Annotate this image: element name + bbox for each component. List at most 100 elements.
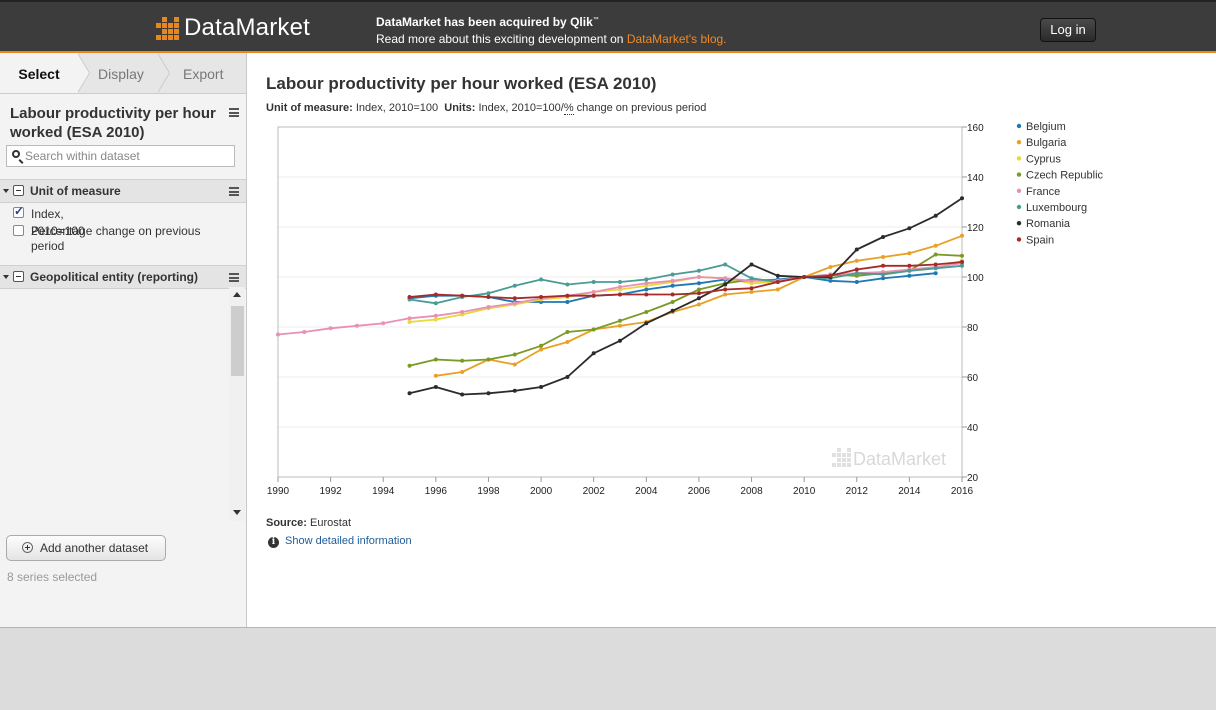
scroll-up-arrow-icon[interactable] — [233, 292, 241, 297]
data-point[interactable] — [933, 266, 938, 271]
data-point[interactable] — [618, 280, 622, 284]
data-point[interactable] — [775, 280, 780, 284]
data-point[interactable] — [407, 316, 412, 321]
data-point[interactable] — [696, 275, 701, 279]
data-point[interactable] — [591, 290, 596, 294]
series-line[interactable] — [409, 197, 963, 396]
dataset-menu-icon[interactable] — [229, 108, 239, 117]
series-spain[interactable] — [407, 260, 964, 301]
data-point[interactable] — [723, 276, 728, 281]
data-point[interactable] — [276, 332, 280, 337]
data-point[interactable] — [696, 268, 701, 273]
data-point[interactable] — [907, 273, 912, 278]
data-point[interactable] — [775, 287, 780, 292]
collapse-triangle-icon[interactable] — [3, 275, 9, 279]
data-point[interactable] — [907, 251, 912, 256]
data-point[interactable] — [486, 357, 491, 362]
data-point[interactable] — [486, 295, 491, 299]
data-point[interactable] — [881, 276, 886, 281]
datamarket-logo[interactable]: DataMarket — [156, 14, 310, 42]
data-point[interactable] — [591, 293, 596, 298]
data-point[interactable] — [723, 287, 728, 292]
data-point[interactable] — [618, 323, 622, 328]
checkbox[interactable] — [13, 225, 24, 236]
data-point[interactable] — [565, 282, 570, 287]
data-point[interactable] — [512, 352, 517, 357]
data-point[interactable] — [486, 305, 491, 309]
data-point[interactable] — [486, 291, 491, 296]
data-point[interactable] — [512, 296, 517, 301]
data-point[interactable] — [670, 300, 675, 304]
data-point[interactable] — [670, 272, 675, 277]
data-point[interactable] — [828, 273, 833, 278]
data-point[interactable] — [433, 301, 438, 306]
data-point[interactable] — [433, 385, 438, 389]
data-point[interactable] — [539, 277, 544, 282]
data-point[interactable] — [670, 283, 675, 288]
data-point[interactable] — [618, 292, 622, 297]
dataset-search-input[interactable]: Search within dataset — [6, 145, 235, 167]
data-point[interactable] — [881, 263, 886, 268]
data-point[interactable] — [565, 375, 570, 379]
legend-item-czech-republic[interactable]: Czech Republic — [1016, 170, 1104, 182]
data-point[interactable] — [933, 252, 938, 257]
data-point[interactable] — [512, 283, 517, 288]
data-point[interactable] — [591, 351, 596, 356]
legend-item-spain[interactable]: Spain — [1016, 234, 1054, 246]
series-czech-republic[interactable] — [407, 252, 964, 368]
tab-export[interactable]: Export — [183, 66, 224, 82]
data-point[interactable] — [749, 290, 754, 294]
data-point[interactable] — [907, 226, 912, 231]
data-point[interactable] — [828, 265, 833, 269]
data-point[interactable] — [696, 287, 701, 292]
collapse-triangle-icon[interactable] — [3, 189, 9, 193]
data-point[interactable] — [854, 271, 859, 276]
data-point[interactable] — [565, 300, 570, 304]
data-point[interactable] — [670, 292, 675, 297]
data-point[interactable] — [433, 357, 438, 362]
data-point[interactable] — [539, 347, 544, 352]
checkbox[interactable] — [13, 204, 24, 218]
legend-item-luxembourg[interactable]: Luxembourg — [1016, 202, 1087, 214]
data-point[interactable] — [618, 285, 622, 289]
data-point[interactable] — [512, 301, 517, 306]
data-point[interactable] — [486, 391, 491, 396]
geo-list-scroll-thumb[interactable] — [231, 306, 244, 376]
login-button[interactable]: Log in — [1040, 18, 1096, 42]
data-point[interactable] — [433, 373, 438, 378]
data-point[interactable] — [644, 287, 649, 292]
data-point[interactable] — [881, 235, 886, 239]
add-dataset-button[interactable]: Add another dataset — [6, 535, 166, 561]
data-point[interactable] — [539, 343, 544, 348]
data-point[interactable] — [354, 323, 359, 328]
data-point[interactable] — [960, 196, 964, 201]
data-point[interactable] — [407, 391, 412, 396]
data-point[interactable] — [565, 340, 570, 344]
data-point[interactable] — [723, 282, 728, 287]
data-point[interactable] — [854, 267, 859, 272]
data-point[interactable] — [460, 370, 465, 374]
data-point[interactable] — [907, 268, 912, 273]
data-point[interactable] — [565, 293, 570, 298]
data-point[interactable] — [749, 262, 754, 267]
data-point[interactable] — [512, 388, 517, 393]
geo-entity-section[interactable]: Geopolitical entity (reporting) — [0, 265, 246, 289]
data-point[interactable] — [644, 277, 649, 282]
data-point[interactable] — [644, 292, 649, 297]
data-point[interactable] — [328, 326, 333, 331]
data-point[interactable] — [960, 253, 964, 258]
data-point[interactable] — [460, 358, 465, 363]
series-line[interactable] — [409, 261, 963, 300]
data-point[interactable] — [644, 321, 649, 326]
detailed-info-link[interactable]: i Show detailed information — [268, 535, 412, 548]
data-point[interactable] — [696, 296, 701, 301]
data-point[interactable] — [433, 313, 438, 318]
data-point[interactable] — [933, 213, 938, 218]
data-point[interactable] — [512, 362, 517, 367]
data-point[interactable] — [302, 330, 307, 334]
data-point[interactable] — [749, 276, 754, 281]
data-point[interactable] — [723, 262, 728, 267]
series-romania[interactable] — [407, 196, 964, 397]
data-point[interactable] — [433, 292, 438, 297]
data-point[interactable] — [723, 292, 728, 297]
